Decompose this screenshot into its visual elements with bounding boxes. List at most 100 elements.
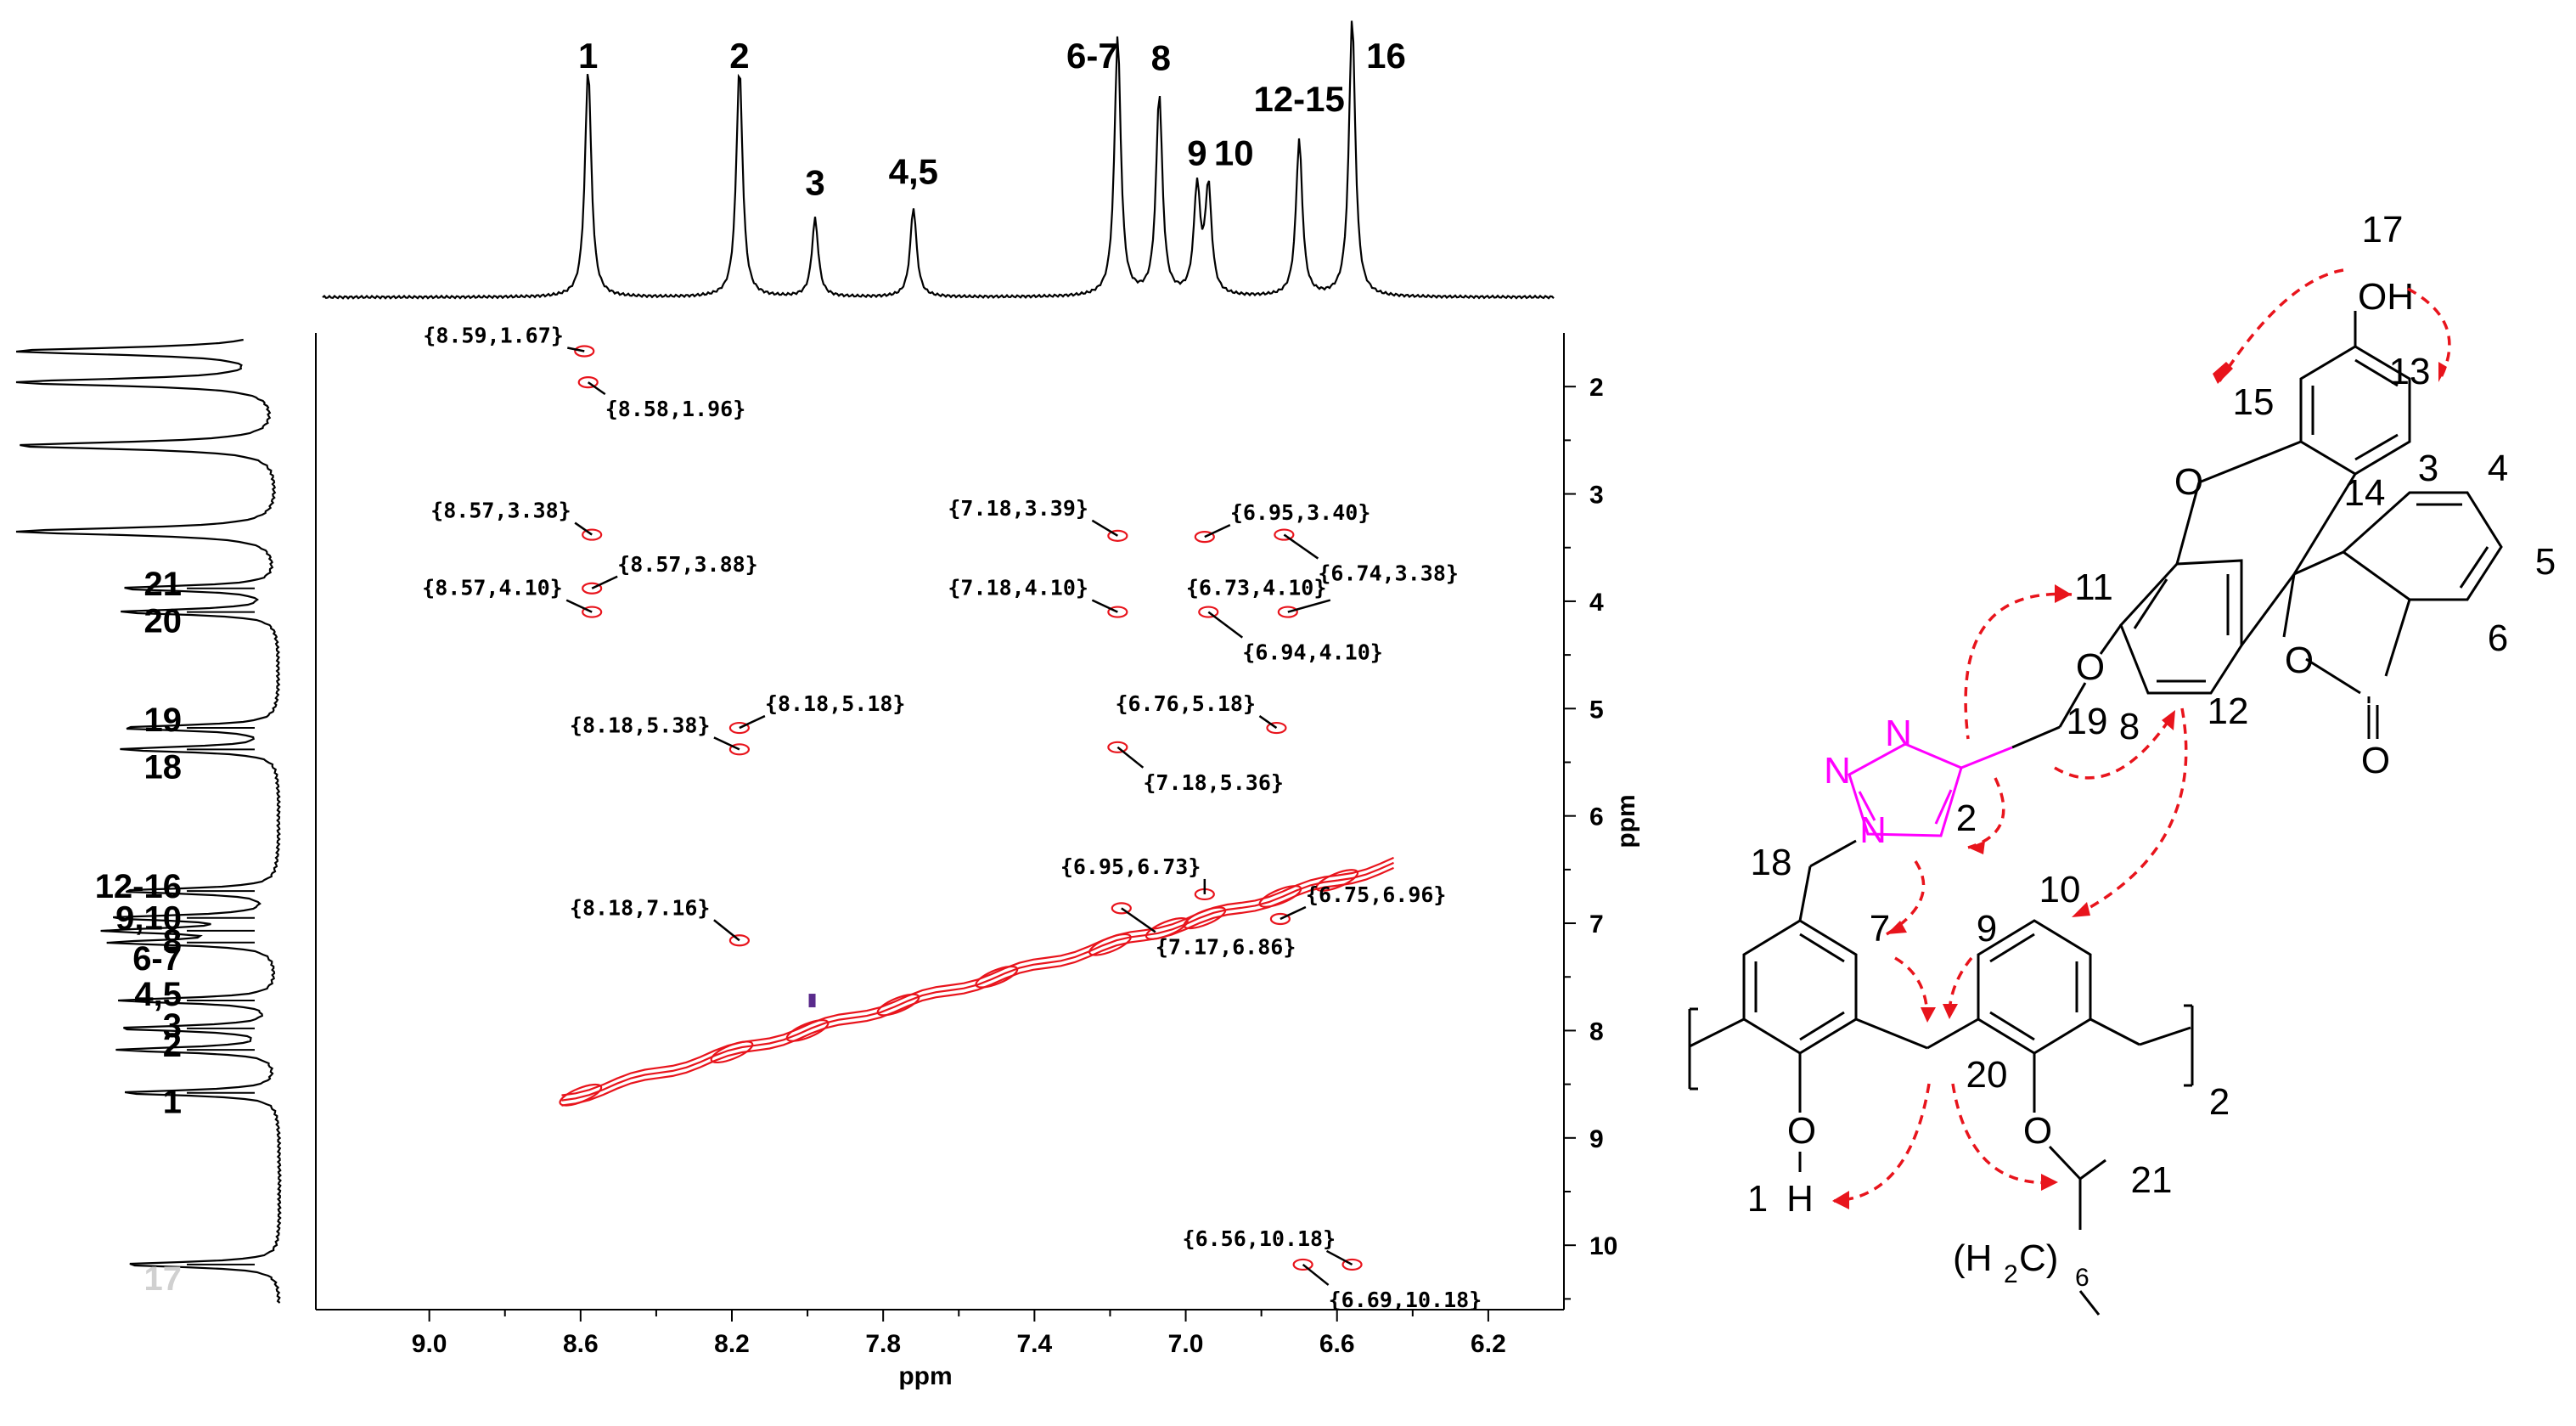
side-peak-label: 9,10 [115,900,182,938]
cross-peak [1292,1258,1313,1271]
diagonal-contour-line [561,861,1394,1102]
cross-peak-label: {8.59,1.67} [423,323,564,347]
label-12: 12 [2208,690,2249,732]
label-chain-open: (H [1953,1237,1992,1279]
label-11: 11 [2074,566,2113,608]
top-peak-label: 8 [1151,37,1171,77]
label-21: 21 [2131,1159,2173,1201]
cross-peak-label: {6.56,10.18} [1183,1226,1336,1251]
label-15: 15 [2233,381,2275,423]
cross-peak-label: {6.95,6.73} [1060,854,1201,879]
calix-ether-ring [1977,919,2191,1113]
cross-peak-label: {6.95,3.40} [1230,500,1371,525]
diagonal-contour [710,1040,754,1064]
label-18: 18 [1751,842,1792,883]
cross-peak-label: {8.57,3.88} [617,552,758,577]
x-tick-label: 6.2 [1471,1330,1506,1358]
label-5: 5 [2535,541,2556,583]
diagonal-contour [1088,933,1132,956]
cross-peak-label: {6.69,10.18} [1329,1288,1482,1312]
y-tick-label: 7 [1589,910,1604,938]
cross-peak [728,721,751,735]
label-o-alkoxy: O [2023,1110,2052,1152]
diagonal-contour [785,1019,830,1042]
side-peak-label: 19 [144,702,183,739]
cross-peak [577,376,599,389]
pyran-ring [2175,440,2357,646]
x-tick-label: 8.2 [714,1330,750,1358]
cross-peak [1194,531,1215,544]
diagonal-contour [876,993,920,1017]
label-chain-n: 6 [2075,1264,2089,1292]
label-1: 1 [1747,1178,1768,1220]
label-8: 8 [2119,706,2140,747]
x-axis-label: ppm [898,1362,952,1390]
label-o-ether: O [2076,646,2105,688]
x-tick-label: 8.6 [563,1330,599,1358]
label-oh-17: OH [2358,276,2414,318]
cross-peak-leader [591,575,618,589]
y-tick-label: 5 [1589,696,1604,724]
cross-peak-leader [713,919,740,942]
cross-peak [1274,528,1295,541]
chemical-structure: OH 17 13 15 14 O 11 12 8 O 19 [1688,209,2556,1316]
y-tick-label: 3 [1589,482,1604,510]
y-tick-label: 9 [1589,1125,1604,1153]
label-h-phenol: H [1786,1178,1814,1220]
cross-peak [582,606,603,618]
y-tick-label: 10 [1589,1232,1617,1260]
cross-peak-leader [1325,1249,1353,1266]
cross-peak-leader [1302,1263,1330,1286]
noe-arrow-2-7 [1886,860,1926,936]
cross-peak-leader [739,714,766,730]
cross-peak-leader [1121,907,1156,933]
noe-arrow-7-20 [1894,956,1929,1020]
label-o-phenol: O [1787,1110,1816,1152]
side-peak-label: 20 [144,603,183,640]
cross-peak [1341,1258,1363,1271]
cross-peak-leader [1116,746,1145,769]
label-chain-sub: 2 [2004,1260,2018,1288]
y-axis-label: ppm [1612,794,1640,848]
top-1d-spectrum: 1 2 3 4,5 6-7 8 9 10 12-15 16 [322,20,1555,300]
cross-peak-label: {8.18,5.18} [765,691,906,716]
diagonal-contour-line [561,866,1394,1107]
noe-arrow-20-21 [1951,1083,2056,1185]
cross-peak-label: {7.18,5.36} [1143,770,1284,795]
cross-peak-label: {6.75,6.96} [1306,882,1447,907]
cross-peak-label: {6.74,3.38} [1318,561,1459,586]
calix-phenol-ring [1689,919,1928,1113]
x-tick-label: 9.0 [412,1330,447,1358]
y-tick-label: 2 [1589,374,1604,402]
x-tick-label: 6.6 [1319,1330,1355,1358]
cross-peak-leader [574,521,593,536]
top-peak-label: 10 [1214,133,1254,173]
cross-peak-leader [565,599,593,613]
label-13: 13 [2389,351,2431,392]
label-7: 7 [1870,908,1890,950]
label-n1: N [1859,809,1887,851]
side-peak-label: 17 [144,1260,183,1298]
top-peak-label: 6-7 [1066,36,1118,76]
cross-peak-label: {6.94,4.10} [1242,640,1383,665]
cross-peak-label: {8.58,1.96} [605,397,746,421]
cross-peak [1107,606,1128,618]
alkyl-chain-label: (H 2 C) 6 [1953,1237,2089,1292]
cross-peak [728,934,751,947]
top-peak-label: 3 [805,163,824,203]
phthalide [2282,491,2503,739]
label-17: 17 [2362,209,2404,251]
y-tick-label: 6 [1589,803,1604,831]
side-peak-label: 4,5 [134,976,182,1013]
cross-peak [1107,529,1128,542]
y-tick-label: 4 [1589,589,1604,617]
label-o-carbonyl: O [2361,740,2390,781]
noe-arrow-8-10 [2071,707,2188,919]
cross-peak-leader [713,736,740,751]
top-peak-label: 2 [729,36,749,76]
cross-peak [728,743,751,756]
